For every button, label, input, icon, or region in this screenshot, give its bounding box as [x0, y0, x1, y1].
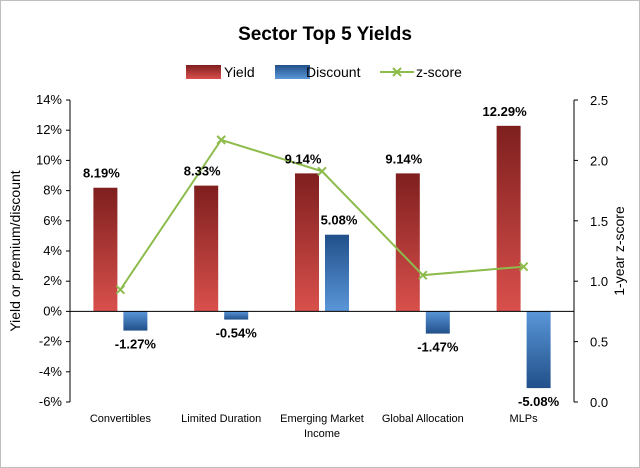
yield-bar — [395, 173, 420, 312]
discount-bar — [526, 311, 551, 389]
y-tick-label: 6% — [43, 213, 62, 228]
y2-tick-label: 1.5 — [590, 214, 608, 229]
y2-tick-label: 0.5 — [590, 335, 608, 350]
z-score-point — [418, 270, 428, 280]
z-score-line — [115, 135, 529, 295]
yield-data-label: 8.19% — [83, 166, 120, 181]
yield-bar — [295, 173, 319, 312]
z-score-point — [115, 284, 126, 295]
y2-axis-label: 1-year z-score — [611, 206, 627, 296]
category-label: MLPs — [510, 413, 539, 425]
y-tick-label: -4% — [39, 364, 63, 379]
category-label: Emerging Market Income — [280, 413, 364, 440]
legend-z-score: z-score — [380, 64, 462, 80]
z-score-point — [216, 135, 226, 145]
legend-yield: Yield — [186, 64, 255, 80]
y2-tick-label: 2.5 — [590, 93, 608, 108]
yield-bar — [496, 125, 521, 312]
yield-bar — [194, 185, 219, 312]
discount-bar — [425, 311, 450, 334]
discount-bar — [224, 311, 249, 320]
y-tick-label: 4% — [43, 243, 62, 258]
discount-data-label: -0.54% — [216, 326, 258, 341]
y-tick-label: 12% — [36, 122, 62, 137]
yield-data-label: 12.29% — [483, 104, 528, 119]
chart-title: Sector Top 5 Yields — [238, 24, 412, 45]
y-tick-label: 8% — [43, 183, 62, 198]
y-axis-label: Yield or premium/discount — [7, 170, 23, 331]
legend-label: Discount — [306, 64, 361, 80]
y-tick-label: -6% — [39, 394, 63, 409]
yield-data-label: 9.14% — [285, 151, 322, 166]
y2-tick-label: 0.0 — [590, 395, 608, 410]
y-tick-label: 2% — [43, 273, 62, 288]
yield-bar — [93, 187, 118, 312]
y-axis-ticks: -6% -4% -2% 0% 2% 4% 6% 8% 10% 12% 14% — [36, 92, 70, 409]
y-tick-label: -2% — [39, 334, 63, 349]
category-label: Global Allocation — [382, 413, 464, 425]
category-label: Limited Duration — [181, 413, 261, 425]
y2-tick-label: 1.0 — [590, 274, 608, 289]
discount-data-label: 5.08% — [321, 213, 358, 228]
y2-axis-ticks: 0.0 0.5 1.0 1.5 2.0 2.5 — [574, 93, 608, 410]
discount-data-label: -1.47% — [417, 340, 459, 355]
yield-data-label: 9.14% — [385, 151, 422, 166]
bars — [93, 125, 551, 389]
legend-label: Yield — [224, 64, 255, 80]
y-tick-label: 0% — [43, 303, 62, 318]
legend: Yield Discount z-score — [186, 64, 462, 80]
y-tick-label: 10% — [36, 152, 62, 167]
legend-label: z-score — [416, 64, 462, 80]
y2-tick-label: 2.0 — [590, 153, 608, 168]
z-score-point — [518, 261, 529, 272]
z-score-point — [317, 166, 327, 176]
category-label: Convertibles — [90, 413, 152, 425]
discount-data-label: -1.27% — [115, 337, 157, 352]
discount-bar — [123, 311, 148, 331]
category-labels: Convertibles Limited Duration Emerging Mar… — [90, 413, 538, 440]
y-tick-label: 14% — [36, 92, 62, 107]
discount-data-label: -5.08% — [518, 394, 560, 409]
legend-discount: Discount — [275, 64, 361, 80]
data-labels: 8.19% -1.27% 8.33% -0.54% 9.14% 5.08% 9.14% -1.… — [83, 104, 560, 409]
yield-data-label: 8.33% — [184, 164, 221, 179]
discount-bar — [325, 234, 349, 312]
